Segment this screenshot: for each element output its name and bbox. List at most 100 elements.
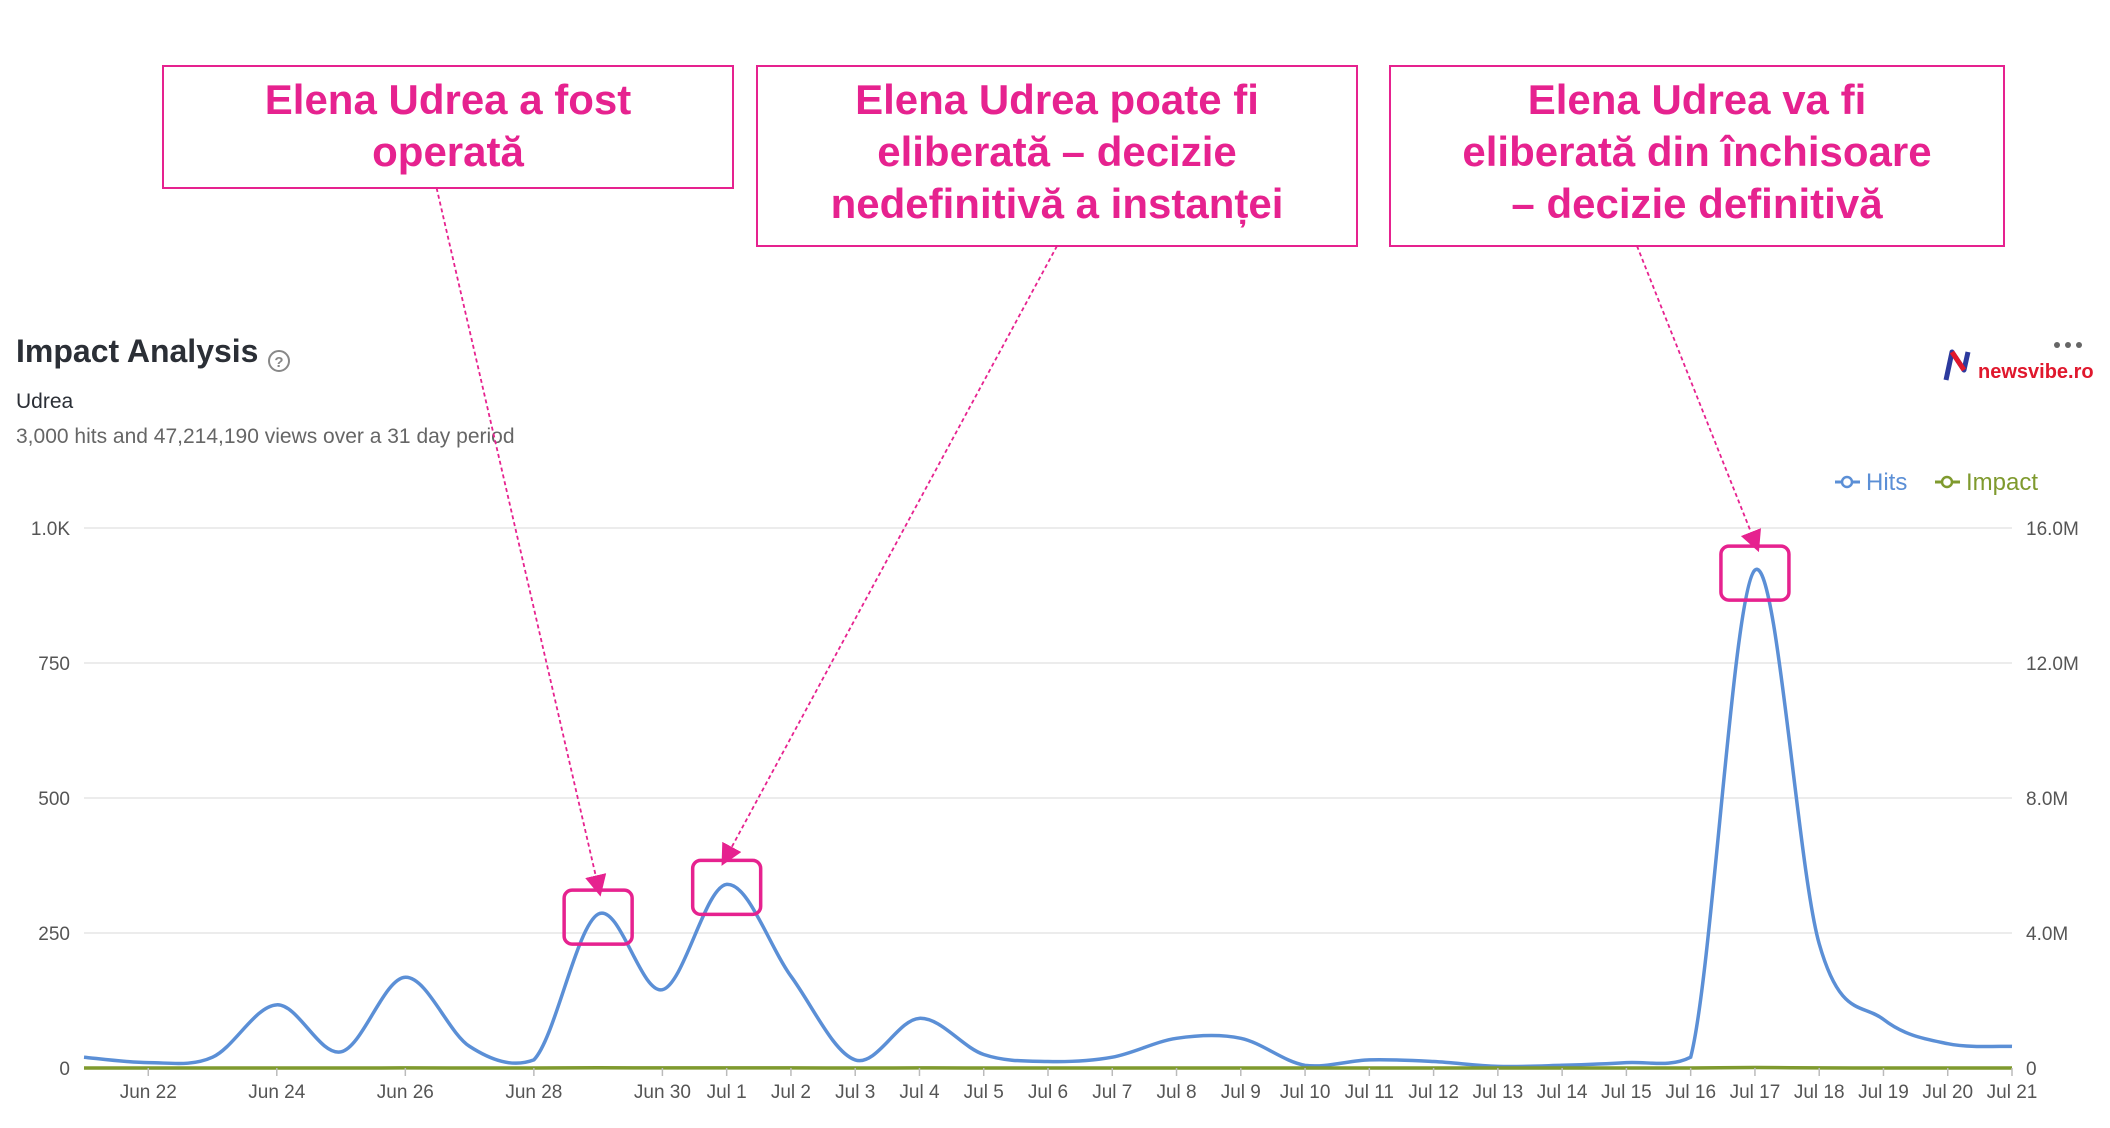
x-tick-label: Jul 13 [1473,1082,1524,1103]
annotation-text: – decizie definitivă [1511,180,1883,227]
y-left-tick-label: 750 [38,654,70,675]
hits-point[interactable] [82,1055,86,1059]
hits-point[interactable] [917,1016,921,1020]
hits-point[interactable] [1881,1017,1885,1021]
x-tick-label: Jun 28 [505,1082,562,1103]
x-tick-label: Jul 16 [1665,1082,1716,1103]
hits-point[interactable] [1689,1055,1693,1059]
y-left-tick-label: 250 [38,924,70,945]
annotation-text: Elena Udrea a fost [265,76,631,123]
x-tick-label: Jul 14 [1537,1082,1588,1103]
hits-point[interactable] [1046,1060,1050,1064]
annotation-arrow [721,245,1058,866]
hits-point[interactable] [1817,942,1821,946]
x-tick-label: Jul 7 [1092,1082,1132,1103]
hits-point[interactable] [1432,1060,1436,1064]
hits-point[interactable] [339,1050,343,1054]
x-tick-label: Jul 12 [1408,1082,1459,1103]
hits-point[interactable] [596,912,600,916]
annotation-arrow [435,187,607,897]
annotation-text: nedefinitivă a instanței [831,180,1284,228]
impact-point[interactable] [82,1066,86,1070]
x-tick-label: Jul 9 [1221,1082,1261,1103]
x-tick-label: Jul 21 [1987,1082,2038,1103]
hits-point[interactable] [211,1055,215,1059]
x-tick-label: Jul 8 [1156,1082,1196,1103]
y-right-tick-label: 12.0M [2026,654,2079,675]
x-tick-label: Jul 19 [1858,1082,1909,1103]
x-tick-label: Jul 20 [1922,1082,1973,1103]
annotation-callout: Elena Udrea va fi eliberată din închisoar… [1389,65,2005,602]
hits-point[interactable] [468,1044,472,1048]
annotation-callout: Elena Udrea poate fi eliberată – decizie n… [690,65,1358,917]
hits-point[interactable] [532,1058,536,1062]
legend-hits[interactable]: Hits [1835,469,1907,496]
hits-point[interactable] [403,975,407,979]
legend-impact[interactable]: Impact [1935,469,2038,496]
series-lines [82,567,2014,1070]
y-left-tick-label: 0 [59,1059,70,1080]
hits-point[interactable] [660,988,664,992]
chart-subtitle: Udrea [16,390,74,413]
annotation-text: Elena Udrea va fi [1528,76,1866,123]
x-tick-label: Jul 2 [771,1082,811,1103]
x-tick-label: Jun 24 [248,1082,305,1103]
legend-hits-label: Hits [1866,469,1907,496]
annotation-box [1389,65,2005,247]
chart-title: Impact Analysis [16,333,258,369]
x-tick-label: Jul 5 [964,1082,1004,1103]
chart-summary: 3,000 hits and 47,214,190 views over a 3… [16,425,515,448]
hits-point[interactable] [275,1003,279,1007]
hits-point[interactable] [725,882,729,886]
x-tick-label: Jul 6 [1028,1082,1068,1103]
x-tick-label: Jul 17 [1730,1082,1781,1103]
hits-point[interactable] [1239,1036,1243,1040]
annotation-arrow [1636,245,1761,553]
y-right-tick-label: 8.0M [2026,789,2068,810]
annotation-box [162,65,734,189]
help-circle-icon[interactable]: ? [268,350,290,372]
legend-impact-label: Impact [1966,469,2038,496]
hits-point[interactable] [1946,1042,1950,1046]
hits-point[interactable] [853,1058,857,1062]
impact-point[interactable] [596,1066,600,1070]
hits-point[interactable] [1367,1058,1371,1062]
svg-text:?: ? [274,354,283,371]
hits-point[interactable] [2010,1044,2014,1048]
hits-point[interactable] [1753,568,1757,572]
more-horizontal-icon[interactable] [2054,342,2082,348]
hits-point[interactable] [1110,1055,1114,1059]
hits-line [83,567,2013,1069]
annotation-callout: Elena Udrea a fost operată [162,65,734,946]
hits-point[interactable] [982,1053,986,1057]
hits-point[interactable] [1175,1036,1179,1040]
hits-point[interactable] [789,974,793,978]
y-left-tick-label: 500 [38,789,70,810]
y-right-tick-label: 0 [2026,1059,2037,1080]
axes: 0 250 500 750 1.0K 0 4.0M 8.0M 12.0M 16.0M Jun 22 J… [31,519,2079,1103]
x-tick-label: Jun 30 [634,1082,691,1103]
annotation-text: eliberată din închisoare [1462,128,1931,175]
x-tick-label: Jun 26 [377,1082,434,1103]
y-left-tick-label: 1.0K [31,519,70,540]
impact-point[interactable] [339,1066,343,1070]
y-right-tick-label: 4.0M [2026,924,2068,945]
x-tick-label: Jul 11 [1345,1082,1394,1103]
impact-point[interactable] [468,1066,472,1070]
x-tick-label: Jul 18 [1794,1082,1845,1103]
x-tick-label: Jul 15 [1601,1082,1652,1103]
x-tick-label: Jul 10 [1280,1082,1331,1103]
brand-name: newsvibe.ro [1978,361,2094,383]
annotation-text: operată [372,128,524,175]
hits-point[interactable] [146,1061,150,1065]
hits-point[interactable] [1624,1061,1628,1065]
annotation-text: Elena Udrea poate fi [855,76,1259,123]
highlight-box [1719,544,1791,602]
legend: Hits Impact [1835,469,2038,496]
annotations: Elena Udrea a fost operată Elena Udrea poa… [162,65,2005,946]
y-right-tick-label: 16.0M [2026,519,2079,540]
x-tick-label: Jun 22 [120,1082,177,1103]
impact-point[interactable] [211,1066,215,1070]
newsvibe-logo: newsvibe.ro [1943,349,2094,383]
